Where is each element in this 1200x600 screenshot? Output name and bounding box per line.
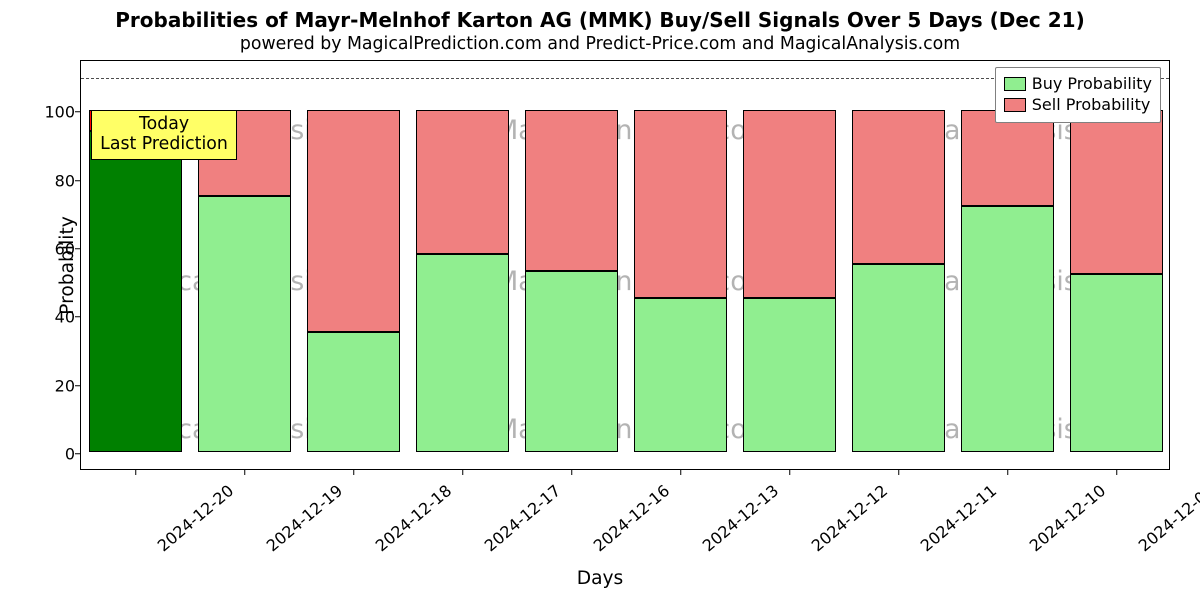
bar-buy	[89, 131, 182, 452]
x-tick-label: 2024-12-13	[698, 481, 781, 555]
x-tick-label: 2024-12-17	[480, 481, 563, 555]
legend: Buy Probability Sell Probability	[995, 67, 1161, 123]
x-tick-mark	[244, 469, 245, 475]
x-tick-label: 2024-12-11	[916, 481, 999, 555]
x-axis-label: Days	[0, 568, 1200, 589]
x-tick-mark	[571, 469, 572, 475]
bar-sell	[307, 110, 400, 332]
chart-title: Probabilities of Mayr-Melnhof Karton AG …	[0, 8, 1200, 32]
y-tick-mark	[75, 453, 81, 454]
bar-buy	[198, 196, 291, 452]
legend-label-sell: Sell Probability	[1032, 95, 1151, 116]
y-tick-label: 100	[41, 103, 75, 122]
x-tick-mark	[1007, 469, 1008, 475]
x-tick-mark	[898, 469, 899, 475]
bar-group	[416, 61, 509, 469]
bar-buy	[525, 271, 618, 452]
bar-group	[743, 61, 836, 469]
legend-swatch-sell	[1004, 98, 1026, 112]
chart-subtitle: powered by MagicalPrediction.com and Pre…	[0, 34, 1200, 54]
bar-buy	[961, 206, 1054, 452]
x-tick-label: 2024-12-09	[1134, 481, 1200, 555]
x-tick-mark	[135, 469, 136, 475]
x-tick-mark	[462, 469, 463, 475]
x-tick-label: 2024-12-10	[1025, 481, 1108, 555]
bar-buy	[307, 332, 400, 452]
x-tick-mark	[1116, 469, 1117, 475]
y-tick-label: 80	[41, 171, 75, 190]
legend-item-sell: Sell Probability	[1004, 95, 1152, 116]
today-annotation: Today Last Prediction	[91, 110, 237, 160]
bar-group	[852, 61, 945, 469]
bar-buy	[1070, 274, 1163, 452]
x-tick-mark	[353, 469, 354, 475]
y-tick-mark	[75, 385, 81, 386]
y-tick-mark	[75, 317, 81, 318]
bar-buy	[634, 298, 727, 452]
bar-sell	[961, 110, 1054, 206]
bar-group	[525, 61, 618, 469]
y-tick-mark	[75, 112, 81, 113]
bar-sell	[1070, 110, 1163, 274]
bar-sell	[852, 110, 945, 264]
y-axis-label: Probability	[57, 216, 78, 315]
x-tick-label: 2024-12-18	[371, 481, 454, 555]
x-tick-mark	[680, 469, 681, 475]
legend-swatch-buy	[1004, 77, 1026, 91]
bar-sell	[743, 110, 836, 298]
y-tick-mark	[75, 180, 81, 181]
bar-sell	[634, 110, 727, 298]
bar-buy	[743, 298, 836, 452]
annotation-line1: Today	[100, 115, 228, 135]
figure: Probabilities of Mayr-Melnhof Karton AG …	[0, 0, 1200, 600]
plot-area: MagicalAnalysis.comMagicalAnalysis.comMa…	[80, 60, 1170, 470]
x-tick-label: 2024-12-20	[153, 481, 236, 555]
bar-group	[634, 61, 727, 469]
x-tick-label: 2024-12-19	[262, 481, 345, 555]
x-tick-mark	[789, 469, 790, 475]
legend-label-buy: Buy Probability	[1032, 74, 1152, 95]
bar-buy	[416, 254, 509, 452]
y-tick-label: 0	[41, 444, 75, 463]
legend-item-buy: Buy Probability	[1004, 74, 1152, 95]
annotation-line2: Last Prediction	[100, 135, 228, 155]
y-tick-label: 20	[41, 376, 75, 395]
bar-sell	[525, 110, 618, 271]
x-tick-label: 2024-12-12	[807, 481, 890, 555]
bar-buy	[852, 264, 945, 452]
bar-group	[307, 61, 400, 469]
x-tick-label: 2024-12-16	[589, 481, 672, 555]
bar-sell	[416, 110, 509, 254]
